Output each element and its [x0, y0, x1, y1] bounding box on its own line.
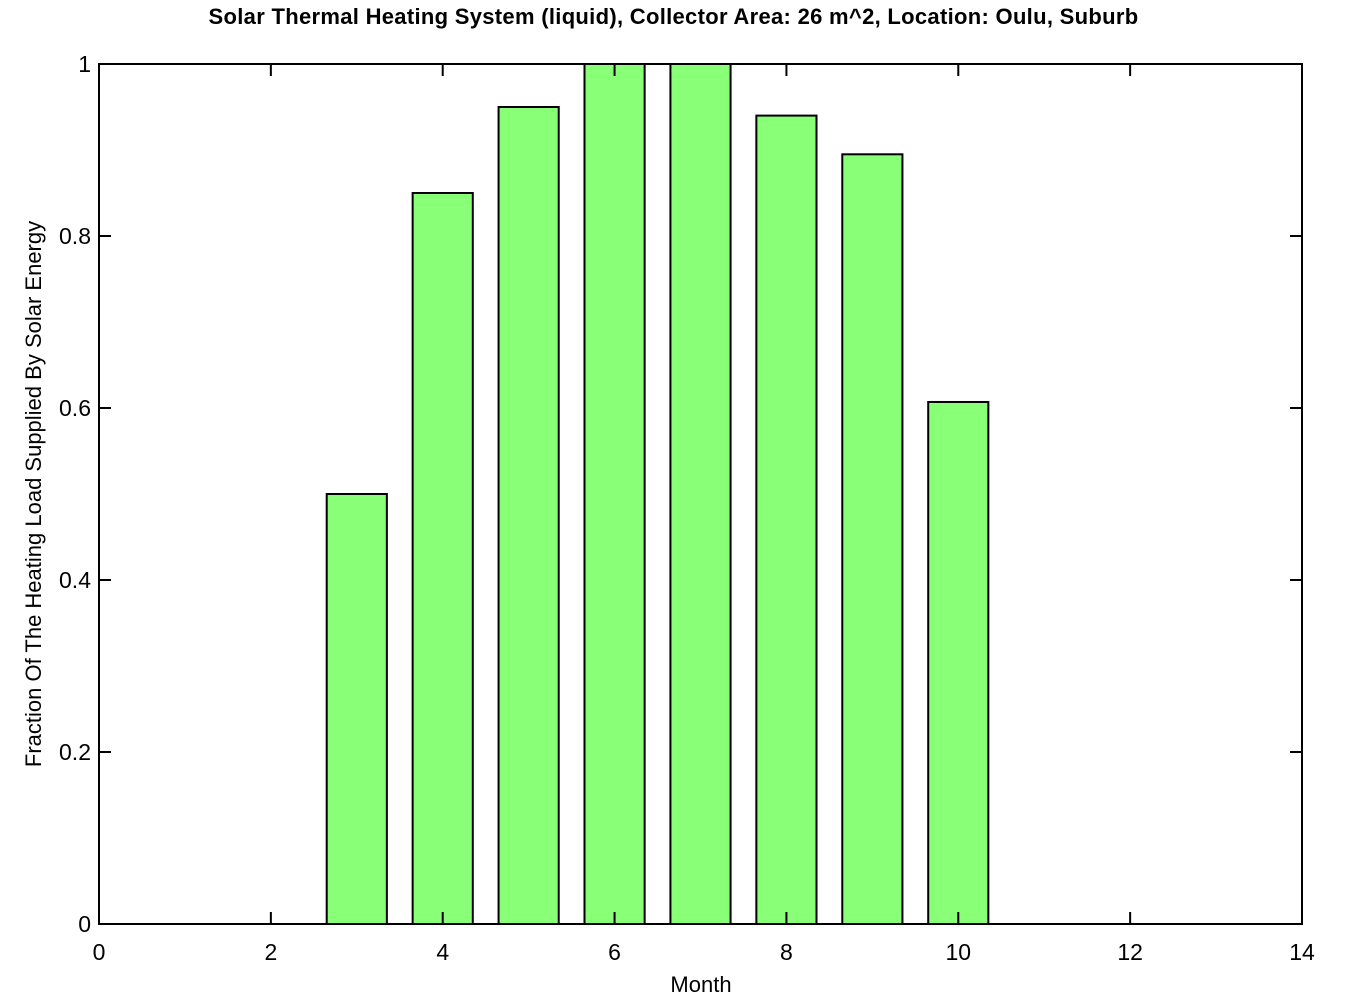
- chart-title: Solar Thermal Heating System (liquid), C…: [208, 4, 1139, 29]
- bar-month-10: [927, 400, 990, 926]
- bar-month-4: [411, 192, 474, 925]
- bar-month-6: [583, 63, 646, 925]
- x-tick-label: 0: [93, 939, 106, 965]
- bar-month-8: [755, 114, 818, 926]
- x-tick-label: 8: [780, 939, 793, 965]
- bar-month-3: [325, 493, 388, 925]
- x-tick-label: 12: [1117, 939, 1143, 965]
- y-tick-label: 0.4: [59, 567, 91, 593]
- y-axis-label: Fraction Of The Heating Load Supplied By…: [21, 221, 46, 767]
- x-tick-label: 6: [608, 939, 621, 965]
- bar-month-9: [841, 153, 904, 926]
- x-tick-label: 14: [1289, 939, 1315, 965]
- tick-labels-layer: 0 2 4 6 8 10 12 14 0 0.2 0.4 0.6 0.8 1: [59, 51, 1315, 965]
- x-tick-label: 10: [945, 939, 971, 965]
- y-tick-label: 1: [78, 51, 91, 77]
- bar-month-5: [497, 106, 560, 925]
- y-tick-label: 0: [78, 911, 91, 937]
- x-axis-label: Month: [670, 972, 731, 997]
- y-tick-label: 0.8: [59, 223, 91, 249]
- y-tick-label: 0.2: [59, 739, 91, 765]
- bars-layer: [325, 63, 990, 926]
- x-tick-label: 2: [264, 939, 277, 965]
- x-tick-label: 4: [436, 939, 449, 965]
- y-tick-label: 0.6: [59, 395, 91, 421]
- plot-frame: [98, 63, 1303, 925]
- bar-month-7: [669, 63, 732, 925]
